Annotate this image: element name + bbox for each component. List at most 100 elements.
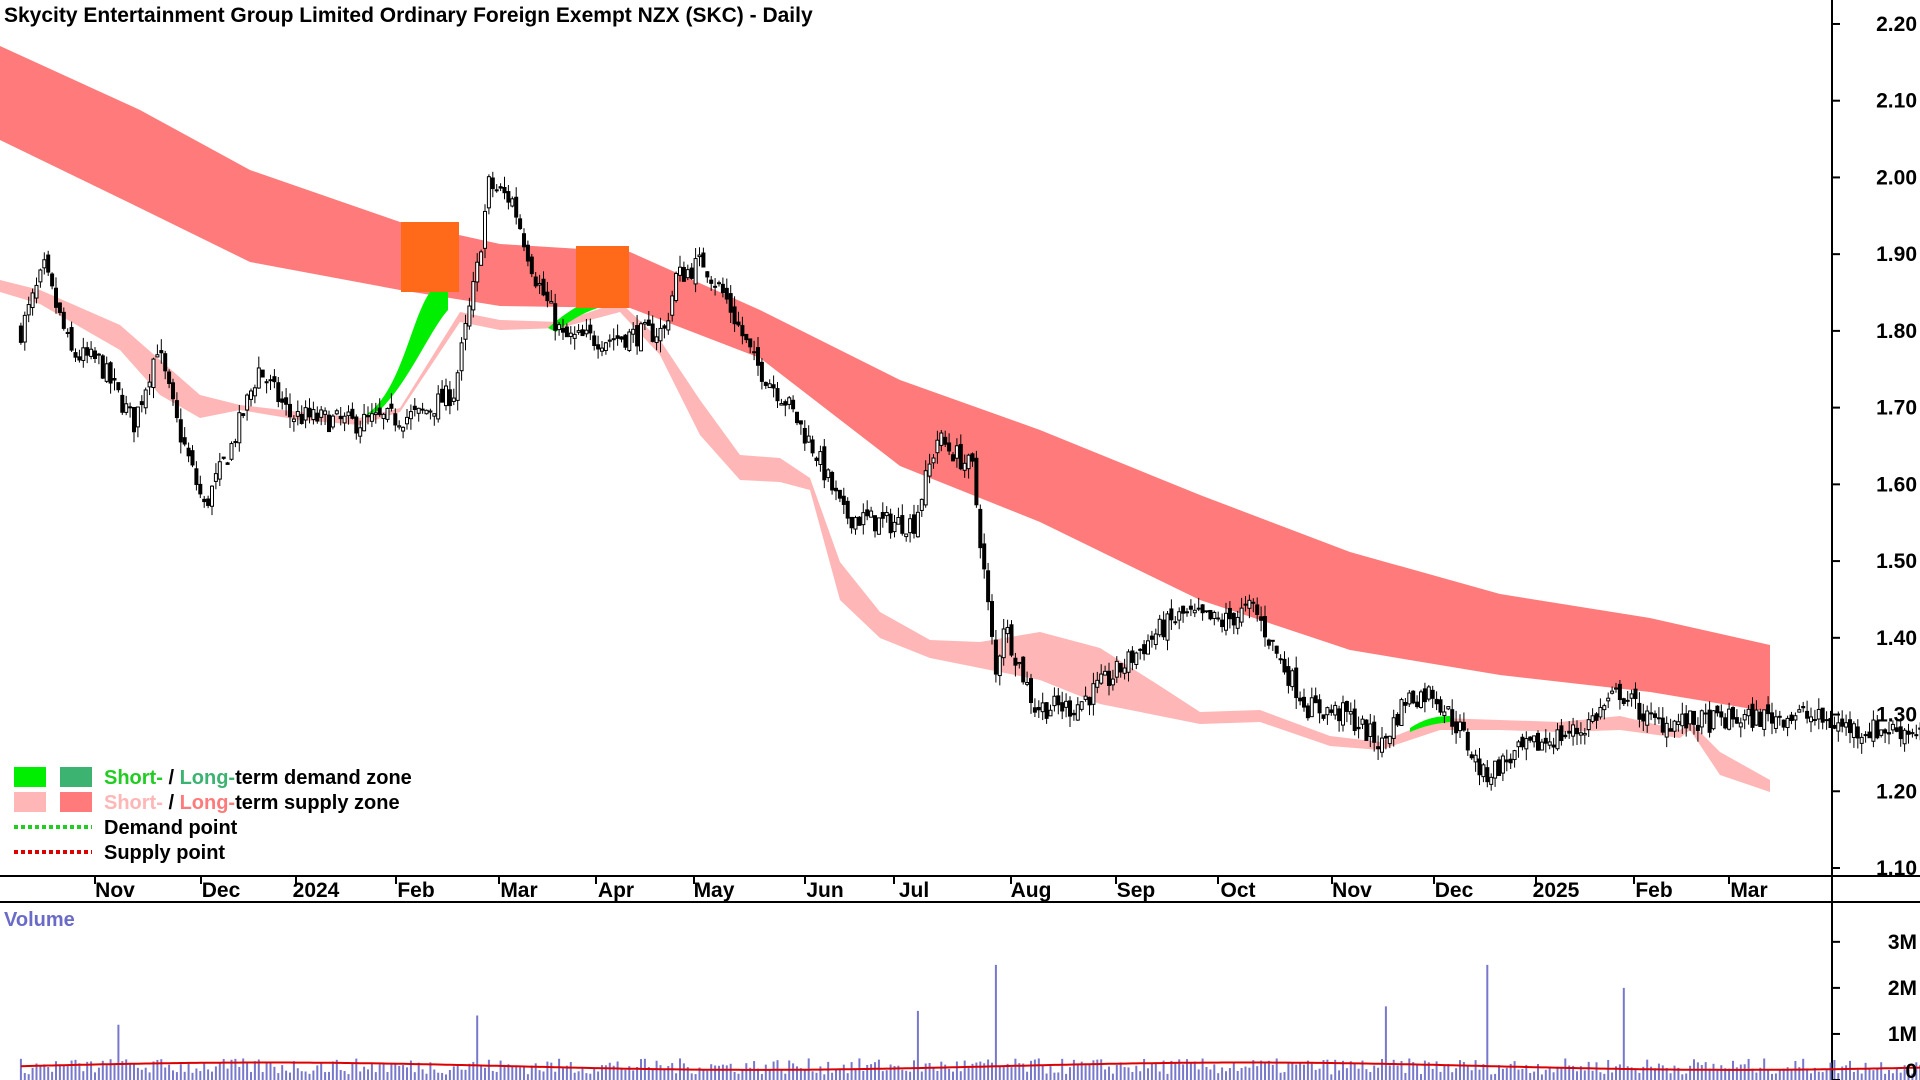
y-tick-label: 1.70 bbox=[1876, 397, 1917, 420]
candle-body bbox=[549, 301, 554, 304]
candle-body bbox=[1836, 722, 1841, 732]
candle-body bbox=[1918, 727, 1920, 730]
candle-body bbox=[1887, 732, 1891, 735]
candle-body bbox=[1664, 722, 1669, 738]
candle-body bbox=[233, 441, 238, 444]
candle-body bbox=[30, 292, 35, 309]
x-tick-label: Feb bbox=[1635, 879, 1672, 902]
candle-body bbox=[1512, 750, 1517, 761]
candle-body bbox=[720, 283, 725, 294]
y-tick-label: 1.10 bbox=[1876, 857, 1917, 880]
candle-body bbox=[1387, 735, 1392, 745]
candle-body bbox=[670, 295, 675, 316]
candle-body bbox=[1793, 715, 1798, 721]
candle-body bbox=[1399, 699, 1404, 726]
candle-body bbox=[818, 451, 823, 466]
demand-point-label: Demand point bbox=[104, 817, 238, 839]
candle-body bbox=[845, 500, 850, 519]
candle-body bbox=[1286, 666, 1291, 686]
candle-body bbox=[350, 408, 355, 419]
candle-body bbox=[319, 409, 324, 418]
candle-body bbox=[264, 381, 269, 384]
candle-body bbox=[705, 271, 710, 278]
candle-body bbox=[939, 432, 944, 446]
candle-body bbox=[1454, 721, 1459, 734]
candle-body bbox=[1699, 710, 1704, 728]
candle-body bbox=[1528, 736, 1533, 741]
candle-body bbox=[1820, 707, 1825, 723]
candle-body bbox=[1247, 599, 1252, 609]
x-tick-label: Sep bbox=[1117, 879, 1156, 902]
y-tick-label: 1.20 bbox=[1876, 780, 1917, 803]
candle-body bbox=[717, 282, 721, 285]
candle-body bbox=[401, 426, 406, 432]
candle-body bbox=[50, 273, 55, 287]
candle-body bbox=[46, 254, 51, 273]
candle-body bbox=[1161, 619, 1166, 638]
candle-body bbox=[1239, 607, 1244, 623]
candle-body bbox=[1797, 709, 1802, 713]
candle-body bbox=[1629, 693, 1634, 699]
candle-body bbox=[1360, 718, 1365, 725]
candle-body bbox=[962, 462, 967, 471]
candle-body bbox=[1274, 645, 1279, 654]
candle-body bbox=[795, 411, 799, 424]
candle-body bbox=[1146, 640, 1150, 655]
candle-body bbox=[120, 394, 125, 413]
candle-body bbox=[1672, 720, 1677, 732]
candle-body bbox=[888, 513, 893, 534]
candle-body bbox=[748, 338, 753, 348]
candle-body bbox=[1539, 741, 1544, 751]
candle-body bbox=[1598, 706, 1603, 718]
candle-body bbox=[252, 387, 257, 397]
candle-body bbox=[225, 462, 230, 465]
candle-body bbox=[814, 457, 819, 462]
candle-body bbox=[1149, 635, 1154, 640]
candle-body bbox=[865, 509, 870, 517]
candle-body bbox=[1567, 730, 1572, 734]
candle-body bbox=[600, 347, 604, 352]
candle-body bbox=[564, 326, 569, 338]
candle-body bbox=[284, 397, 289, 405]
candle-body bbox=[463, 323, 468, 340]
candle-body bbox=[767, 383, 772, 389]
candle-body bbox=[1450, 709, 1455, 727]
candle-body bbox=[354, 416, 359, 434]
candle-body bbox=[1680, 713, 1685, 727]
candle-body bbox=[502, 187, 507, 194]
candle-body bbox=[1684, 713, 1689, 729]
candle-body bbox=[1216, 617, 1221, 620]
candle-body bbox=[1196, 607, 1201, 610]
candle-body bbox=[1231, 612, 1236, 626]
candle-body bbox=[206, 498, 211, 506]
candle-body bbox=[1048, 709, 1053, 717]
candle-body bbox=[182, 437, 187, 445]
candle-body bbox=[330, 415, 335, 428]
vol-tick-label: 0 bbox=[1905, 1060, 1917, 1080]
candle-body bbox=[1329, 709, 1334, 713]
candle-body bbox=[693, 258, 698, 285]
candle-body bbox=[471, 281, 476, 311]
candle-body bbox=[931, 457, 936, 464]
y-tick-label: 1.30 bbox=[1876, 704, 1917, 727]
candle-body bbox=[525, 244, 530, 262]
candle-body bbox=[1914, 734, 1919, 737]
candle-body bbox=[802, 427, 807, 444]
candle-body bbox=[116, 382, 121, 391]
volume-bars bbox=[19, 964, 1920, 1080]
candle-body bbox=[666, 320, 671, 331]
candle-body bbox=[1469, 754, 1474, 759]
candle-body bbox=[96, 353, 101, 356]
candle-body bbox=[658, 327, 663, 342]
candle-body bbox=[1251, 601, 1256, 604]
candle-body bbox=[1516, 741, 1521, 748]
candle-body bbox=[1095, 679, 1100, 688]
candle-body bbox=[545, 291, 550, 302]
candle-body bbox=[783, 401, 788, 406]
candle-body bbox=[1411, 690, 1416, 704]
candle-body bbox=[174, 400, 179, 419]
candle-body bbox=[1302, 696, 1306, 708]
candle-body bbox=[81, 347, 86, 361]
candle-body bbox=[759, 361, 764, 382]
candle-body bbox=[580, 329, 585, 337]
